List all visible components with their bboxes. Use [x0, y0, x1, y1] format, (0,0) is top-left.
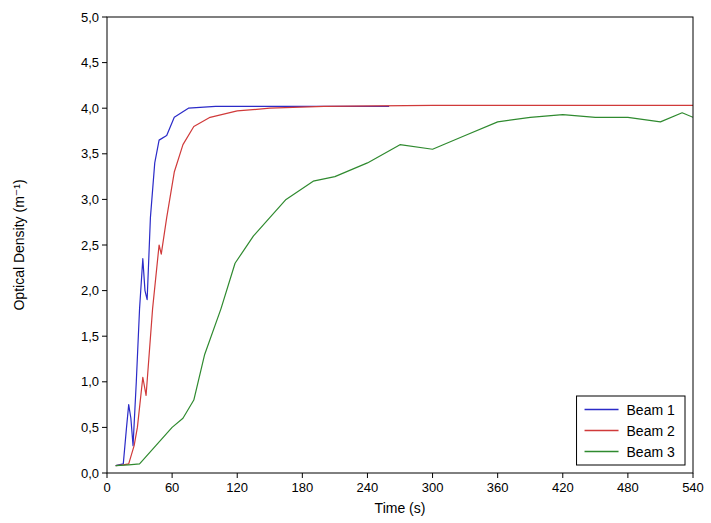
series-line — [116, 105, 693, 465]
y-tick-label: 2,5 — [81, 238, 99, 253]
y-tick — [102, 381, 107, 382]
y-tick-label: 2,0 — [81, 283, 99, 298]
y-tick — [102, 336, 107, 337]
y-axis-title: Optical Density (m⁻¹) — [11, 179, 27, 310]
plot-frame — [107, 17, 693, 473]
y-tick-label: 3,5 — [81, 146, 99, 161]
y-tick — [102, 108, 107, 109]
y-tick — [102, 427, 107, 428]
x-tick — [627, 473, 628, 478]
y-tick-label: 0,0 — [81, 466, 99, 481]
x-tick-label: 420 — [552, 480, 574, 495]
x-tick-label: 480 — [617, 480, 639, 495]
x-axis-title: Time (s) — [375, 500, 426, 516]
y-tick — [102, 245, 107, 246]
legend-label: Beam 2 — [627, 423, 675, 439]
x-tick — [107, 473, 108, 478]
y-tick-label: 4,5 — [81, 55, 99, 70]
x-tick-label: 120 — [226, 480, 248, 495]
x-tick — [172, 473, 173, 478]
x-tick — [367, 473, 368, 478]
y-tick-label: 1,5 — [81, 329, 99, 344]
legend-label: Beam 1 — [627, 402, 675, 418]
y-tick-label: 0,5 — [81, 420, 99, 435]
series-line — [116, 113, 693, 466]
chart: 0 60 120 180 240 300 360 420 480 540 0,0 0,5 1,0 1,5 2… — [0, 0, 711, 523]
legend-swatch — [585, 451, 619, 453]
x-tick — [432, 473, 433, 478]
y-tick — [102, 62, 107, 63]
y-tick-label: 4,0 — [81, 101, 99, 116]
y-tick — [102, 473, 107, 474]
y-tick-label: 3,0 — [81, 192, 99, 207]
y-tick-label: 5,0 — [81, 10, 99, 25]
y-tick — [102, 153, 107, 154]
plot-lines — [116, 105, 693, 465]
x-tick — [302, 473, 303, 478]
y-tick — [102, 17, 107, 18]
x-tick-label: 360 — [487, 480, 509, 495]
y-tick-label: 1,0 — [81, 374, 99, 389]
x-tick — [237, 473, 238, 478]
x-tick — [497, 473, 498, 478]
x-tick-label: 540 — [682, 480, 704, 495]
legend-label: Beam 3 — [627, 444, 675, 460]
x-tick — [693, 473, 694, 478]
x-tick-label: 240 — [357, 480, 379, 495]
legend-box — [577, 396, 685, 465]
legend-swatch — [585, 409, 619, 411]
x-tick-label: 60 — [165, 480, 179, 495]
x-tick-label: 300 — [422, 480, 444, 495]
legend-swatch — [585, 430, 619, 432]
x-tick — [562, 473, 563, 478]
x-tick-label: 0 — [103, 480, 110, 495]
y-tick — [102, 290, 107, 291]
x-tick-label: 180 — [291, 480, 313, 495]
series-line — [116, 106, 389, 465]
y-tick — [102, 199, 107, 200]
legend: Beam 1 Beam 2 Beam 3 — [585, 402, 675, 460]
